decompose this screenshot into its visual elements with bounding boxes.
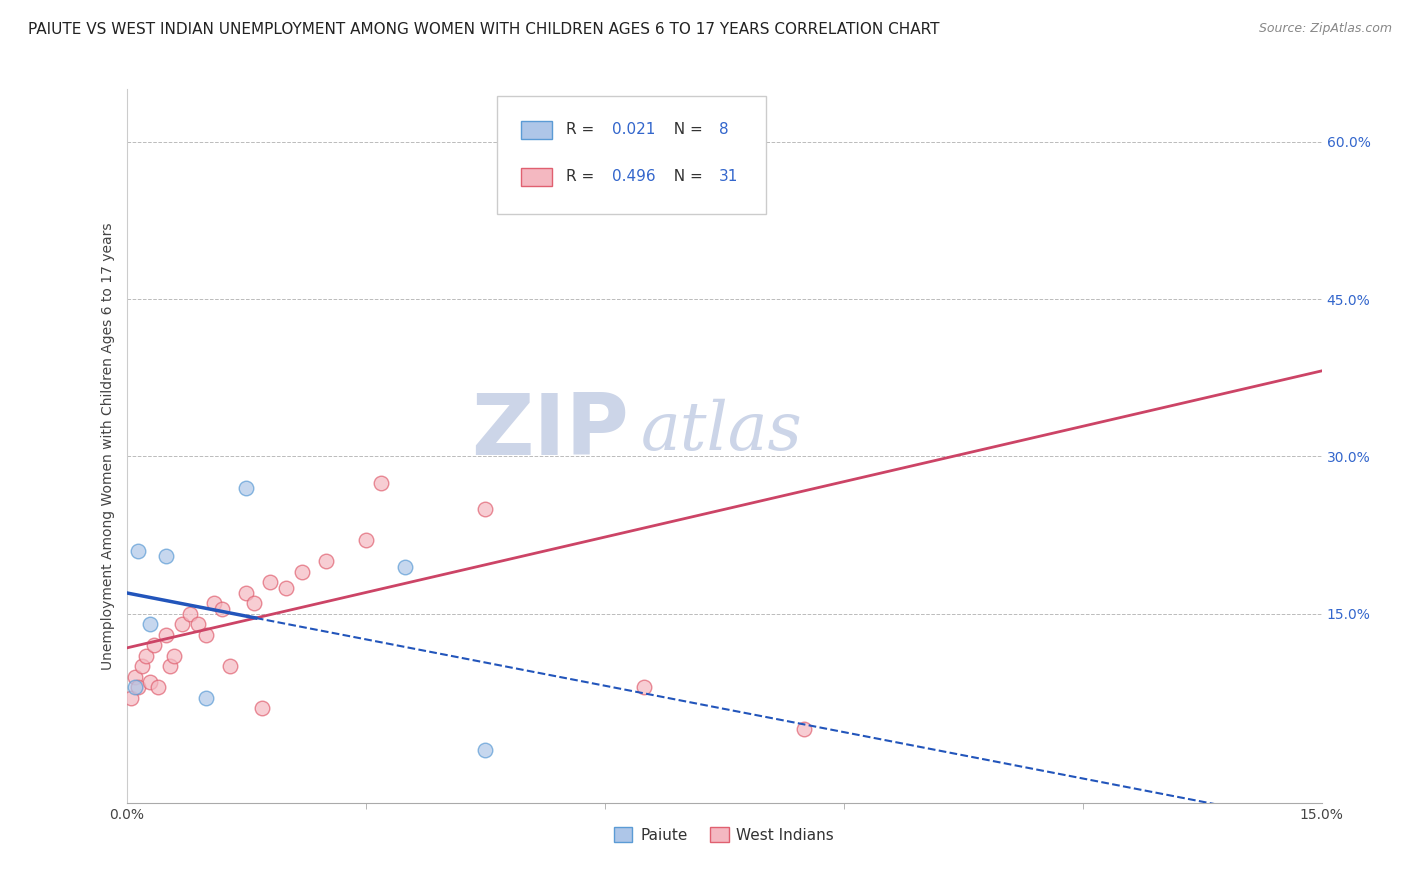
Text: 31: 31 [720,169,738,185]
Point [155,628,177,642]
Point [315,554,337,568]
Point [259,575,281,590]
Point [172,617,194,632]
Text: atlas: atlas [640,399,803,465]
Text: ZIP: ZIP [471,390,628,474]
Text: 0.021: 0.021 [612,122,655,137]
Point [219,659,242,673]
Point [211,601,233,615]
Point [163,648,186,663]
Point [148,681,170,695]
Point [633,681,655,695]
Text: R =: R = [567,169,599,185]
Text: N =: N = [665,122,709,137]
Point [370,475,392,490]
Point [131,659,153,673]
Y-axis label: Unemployment Among Women with Children Ages 6 to 17 years: Unemployment Among Women with Children A… [101,222,115,670]
Text: PAIUTE VS WEST INDIAN UNEMPLOYMENT AMONG WOMEN WITH CHILDREN AGES 6 TO 17 YEARS : PAIUTE VS WEST INDIAN UNEMPLOYMENT AMONG… [28,22,939,37]
FancyBboxPatch shape [520,168,553,186]
Point [179,607,201,621]
Point [139,617,162,632]
Point [202,596,225,610]
Point [135,648,157,663]
Point [243,596,266,610]
Point [474,502,496,516]
Point [235,586,257,600]
Point [394,559,416,574]
Point [143,639,166,653]
Point [124,681,146,695]
Point [120,690,142,705]
Point [250,701,273,715]
Text: 8: 8 [720,122,728,137]
Point [274,581,297,595]
Point [139,675,162,690]
Point [187,617,209,632]
Point [155,549,177,564]
Point [291,565,314,579]
Legend: Paiute, West Indians: Paiute, West Indians [607,821,841,848]
Point [793,723,815,737]
Point [127,681,149,695]
Point [159,659,181,673]
Point [474,743,496,757]
Text: Source: ZipAtlas.com: Source: ZipAtlas.com [1258,22,1392,36]
Text: R =: R = [567,122,599,137]
FancyBboxPatch shape [520,120,553,139]
Point [195,690,218,705]
Point [235,481,257,495]
Point [593,166,616,180]
Point [354,533,377,548]
Point [127,544,149,558]
Text: 0.496: 0.496 [612,169,655,185]
Point [195,628,218,642]
FancyBboxPatch shape [498,96,766,214]
Text: N =: N = [665,169,709,185]
Point [124,670,146,684]
